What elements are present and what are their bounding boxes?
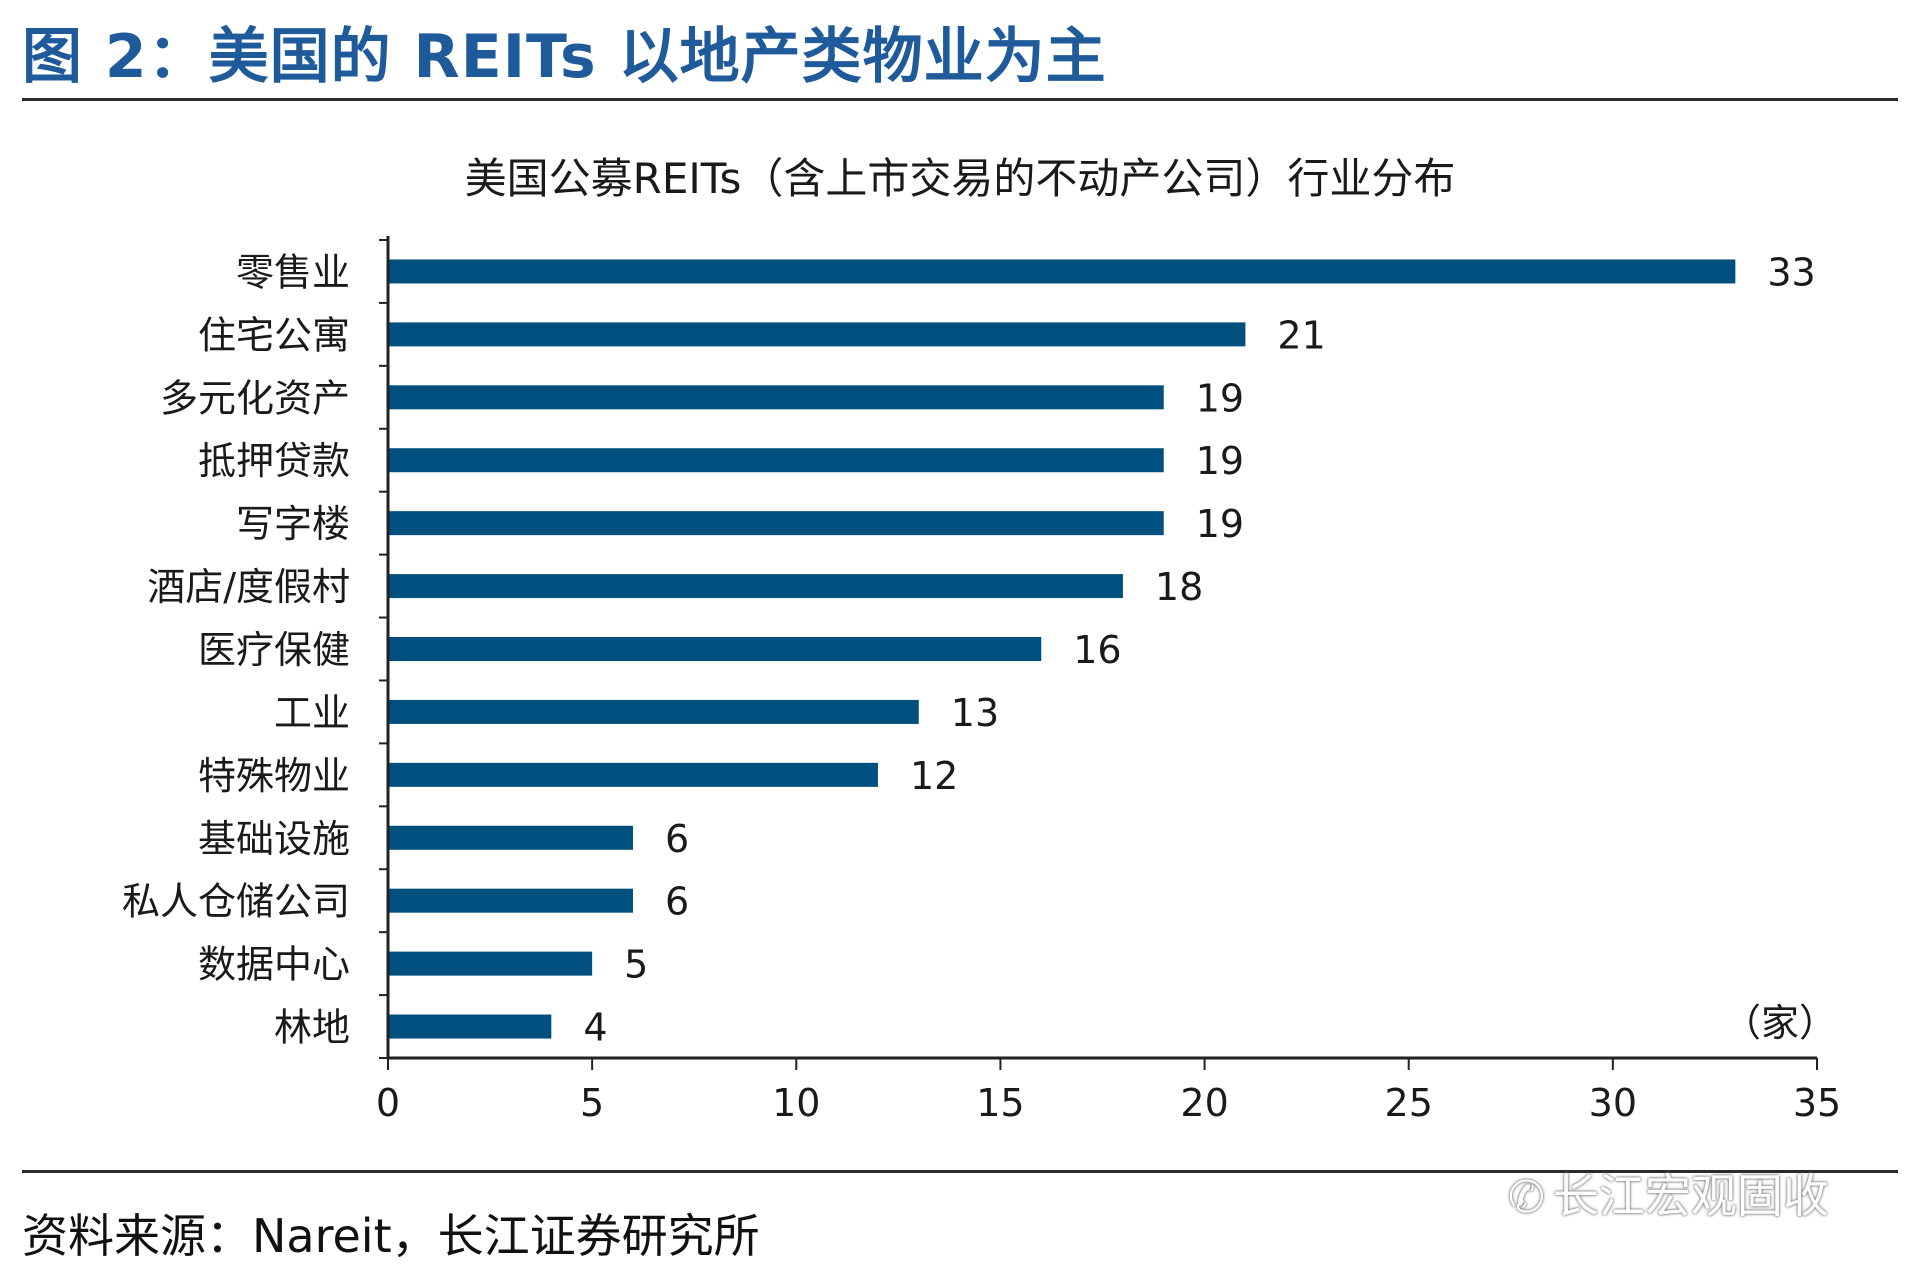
data-label: 6 [665, 817, 689, 861]
x-tick-label: 5 [580, 1081, 604, 1125]
unit-label: （家） [1723, 1001, 1837, 1045]
watermark: ✆ 长江宏观固收 [1508, 1160, 1829, 1226]
data-label: 5 [624, 943, 648, 987]
bar [388, 1014, 552, 1039]
watermark-text: 长江宏观固收 [1552, 1169, 1829, 1223]
category-label: 医疗保健 [198, 628, 350, 672]
category-label: 基础设施 [198, 817, 350, 861]
data-label: 16 [1073, 628, 1121, 672]
bar [388, 951, 593, 976]
bar [388, 888, 633, 913]
bar [388, 762, 878, 787]
category-label: 多元化资产 [160, 376, 350, 420]
x-tick-label: 20 [1180, 1081, 1228, 1125]
bar [388, 825, 633, 850]
bottom-divider [22, 1170, 1898, 1173]
x-tick-label: 25 [1385, 1081, 1433, 1125]
data-label: 4 [583, 1006, 607, 1050]
top-divider [22, 98, 1898, 101]
bar [388, 511, 1164, 536]
source-note: 资料来源：Nareit，长江证券研究所 [22, 1209, 760, 1263]
x-tick-label: 15 [976, 1081, 1024, 1125]
x-tick-label: 10 [772, 1081, 820, 1125]
data-label: 18 [1155, 565, 1203, 609]
category-label: 酒店/度假村 [147, 565, 350, 609]
bar [388, 259, 1736, 284]
x-tick-label: 30 [1589, 1081, 1637, 1125]
category-label: 数据中心 [198, 943, 350, 987]
data-label: 21 [1277, 313, 1325, 357]
chart-title: 美国公募REITs（含上市交易的不动产公司）行业分布 [465, 154, 1456, 203]
data-label: 12 [910, 754, 958, 798]
category-label: 工业 [274, 691, 350, 735]
category-label: 零售业 [236, 250, 350, 294]
bar [388, 385, 1164, 410]
data-label: 33 [1767, 250, 1815, 294]
category-label: 林地 [274, 1006, 350, 1050]
data-label: 19 [1196, 376, 1244, 420]
category-label: 住宅公寓 [198, 313, 350, 357]
category-label: 抵押贷款 [198, 439, 350, 483]
category-label: 私人仓储公司 [122, 880, 350, 924]
data-label: 19 [1196, 502, 1244, 546]
bar [388, 322, 1246, 347]
bar [388, 637, 1042, 661]
data-label: 13 [951, 691, 999, 735]
x-tick-label: 35 [1793, 1081, 1841, 1125]
x-tick-label: 0 [376, 1081, 400, 1125]
category-label: 写字楼 [236, 502, 350, 546]
data-label: 6 [665, 880, 689, 924]
bar [388, 574, 1123, 599]
data-label: 19 [1196, 439, 1244, 483]
bar [388, 448, 1164, 473]
wechat-icon: ✆ [1508, 1172, 1545, 1223]
bar [388, 699, 919, 724]
category-label: 特殊物业 [198, 754, 350, 798]
figure-title: 图 2：美国的 REITs 以地产类物业为主 [22, 22, 1107, 92]
